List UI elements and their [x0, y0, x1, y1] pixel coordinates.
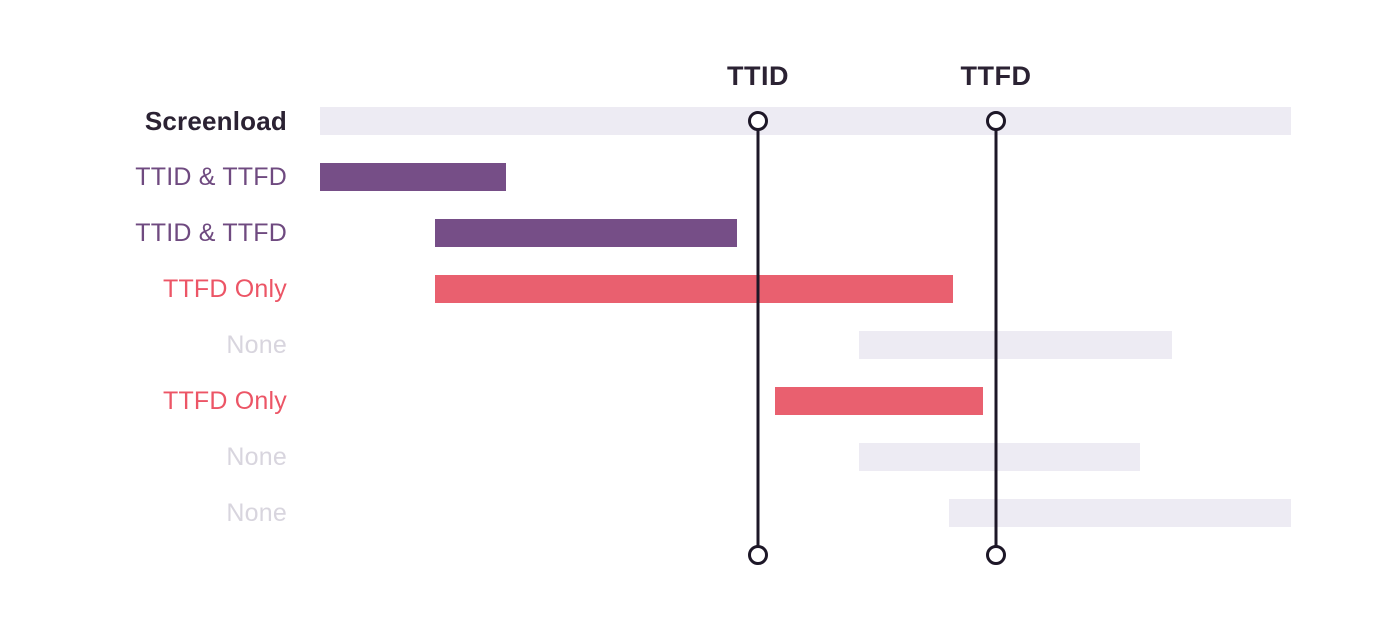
span-bar	[859, 331, 1172, 359]
ttfd-end-circle-icon	[986, 545, 1006, 565]
span-row-none: None	[0, 499, 1400, 527]
span-row-ttid-ttfd: TTID & TTFD	[0, 163, 1400, 191]
span-bar	[859, 443, 1140, 471]
span-bar	[435, 219, 737, 247]
row-label: None	[226, 443, 287, 471]
span-bar	[435, 275, 953, 303]
span-row-ttid-ttfd: TTID & TTFD	[0, 219, 1400, 247]
ttid-start-circle-icon	[748, 111, 768, 131]
ttid-marker-line	[756, 121, 760, 555]
row-label: None	[226, 499, 287, 527]
row-label: TTFD Only	[162, 387, 287, 415]
span-bar	[775, 387, 983, 415]
row-label: Screenload	[144, 106, 287, 136]
row-label: None	[226, 331, 287, 359]
span-row-none: None	[0, 443, 1400, 471]
span-row-ttfd-only: TTFD Only	[0, 275, 1400, 303]
row-label: TTID & TTFD	[135, 219, 287, 247]
span-bar	[949, 499, 1291, 527]
span-row-ttfd-only: TTFD Only	[0, 387, 1400, 415]
span-bar	[320, 163, 506, 191]
span-row-none: None	[0, 331, 1400, 359]
row-label: TTID & TTFD	[135, 163, 287, 191]
ttfd-marker-line	[994, 121, 998, 555]
ttid-end-circle-icon	[748, 545, 768, 565]
ttfd-marker-label: TTFD	[960, 61, 1032, 91]
ttid-marker-label: TTID	[727, 61, 789, 91]
ttfd-start-circle-icon	[986, 111, 1006, 131]
row-label: TTFD Only	[162, 275, 287, 303]
span-bar	[320, 107, 1291, 135]
span-row-screenload: Screenload	[0, 107, 1400, 135]
